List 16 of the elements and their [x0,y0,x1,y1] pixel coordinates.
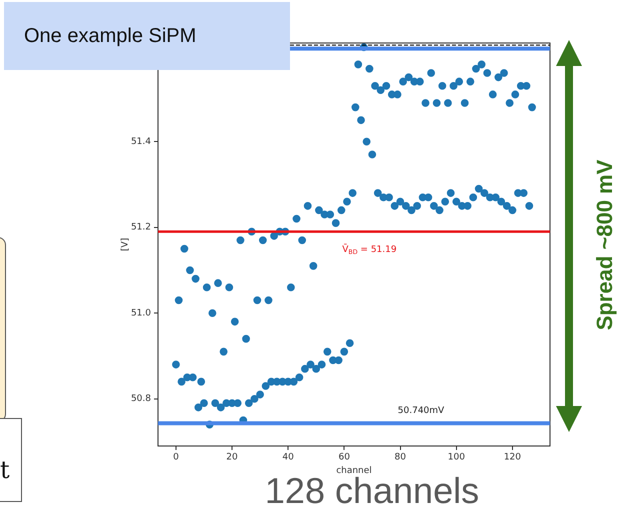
chart-title: One example SiPM [23,24,196,49]
text: t [0,456,10,484]
text: Spread ~800 mV [592,160,618,330]
y-tick-label: 51.0 [130,308,152,318]
annotation: 50.740mV [398,406,444,416]
y-axis-title: [V] [120,238,131,252]
y-tick-label: 51.2 [130,222,151,233]
x-tick-label: 40 [282,452,294,463]
y-tick-label: 50.8 [130,394,152,404]
x-tick-label: 120 [504,452,522,463]
x-tick-label: 100 [448,452,466,463]
y-tick-label: 51.4 [130,136,152,147]
x-tick-label: 20 [226,452,238,463]
x-tick-label: 60 [338,452,350,463]
x-tick-label: 0 [173,452,180,463]
x-tick-label: 80 [394,452,406,463]
